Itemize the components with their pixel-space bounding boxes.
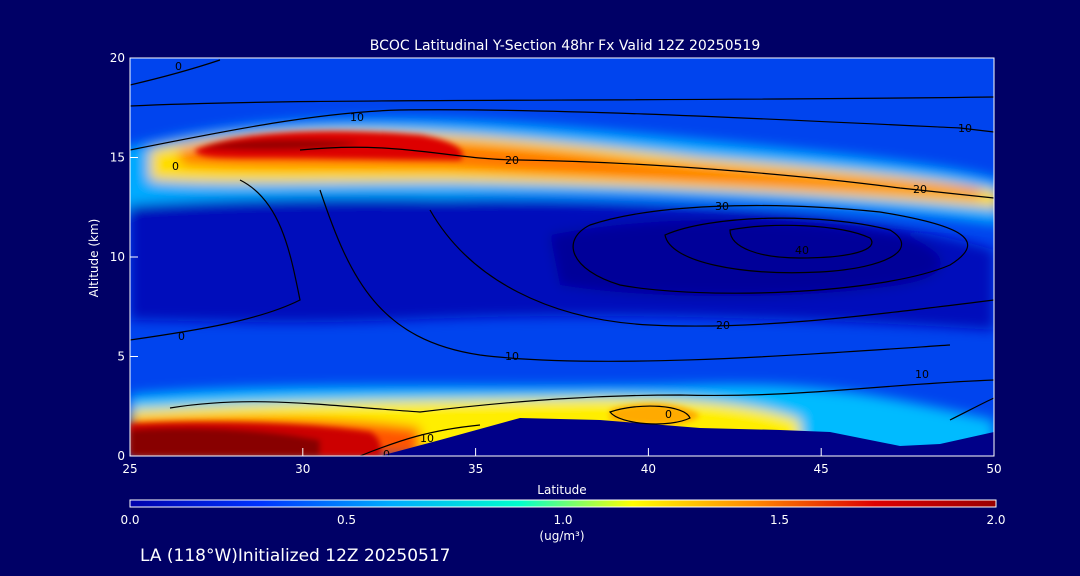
contour-label-10-right: 10 (958, 122, 972, 135)
colorbar-tick-label: 0.0 (120, 513, 139, 527)
contour-label-10-mid: 10 (505, 350, 519, 363)
colorbar-tick-label: 1.0 (553, 513, 572, 527)
colorbar-tick-label: 1.5 (770, 513, 789, 527)
colorbar-label: (ug/m³) (539, 529, 584, 543)
x-axis-label: Latitude (537, 483, 586, 497)
y-axis: 0 5 10 15 20 (110, 51, 138, 463)
x-tick-label: 25 (122, 462, 137, 476)
heatmap-field: 0 10 10 20 20 30 40 20 10 10 0 0 10 0 0 (130, 58, 994, 461)
contour-20-upper (299, 146, 994, 199)
contour-40-inner (729, 224, 873, 259)
upper-hotspot-darkred (200, 139, 360, 150)
colorbar (129, 499, 997, 508)
contour-10-mid (319, 189, 951, 362)
contour-top-0 (130, 59, 221, 86)
contour-0-left (130, 179, 301, 341)
contour-20-mid (429, 209, 994, 327)
contour-label-10-lowright: 10 (915, 368, 929, 381)
colorbar-tick-label: 0.5 (337, 513, 356, 527)
terrain (380, 418, 994, 456)
y-tick-label: 20 (110, 51, 125, 65)
contour-label-30: 30 (715, 200, 729, 213)
x-tick-label: 45 (814, 462, 829, 476)
contour-10-upper (130, 109, 994, 151)
contour-30 (572, 204, 969, 294)
x-tick-label: 30 (295, 462, 310, 476)
footer-text: LA (118°W)Initialized 12Z 20250517 (140, 546, 450, 566)
contour-label-20-right: 20 (913, 183, 927, 196)
x-tick-label: 50 (986, 462, 1001, 476)
contour-10-lower (169, 379, 994, 413)
contour-label-10-top: 10 (350, 111, 364, 124)
contour-top-a (130, 96, 994, 107)
contour-0-lower (359, 424, 481, 456)
x-axis: 25 30 35 40 45 50 (122, 448, 1002, 476)
colorbar-tick-label: 2.0 (986, 513, 1005, 527)
contour-label-0-top: 0 (175, 60, 182, 73)
contour-label-0-upper-left: 0 (172, 160, 179, 173)
contour-label-0-mid: 0 (665, 408, 672, 421)
mid-dark-blob (550, 220, 942, 297)
contour-label-40: 40 (795, 244, 809, 257)
contour-label-20-mid: 20 (716, 319, 730, 332)
contour-0-mid (609, 405, 691, 425)
contour-40-outer (664, 217, 903, 274)
contour-right-low (949, 397, 994, 421)
x-tick-label: 40 (641, 462, 656, 476)
contour-label-0-low: 0 (383, 448, 390, 461)
chart-title: BCOC Latitudinal Y-Section 48hr Fx Valid… (370, 38, 760, 54)
x-tick-label: 35 (468, 462, 483, 476)
contour-label-10-low: 10 (420, 432, 434, 445)
colorbar-ticks: 0.0 0.5 1.0 1.5 2.0 (120, 513, 1005, 527)
contour-label-0-left: 0 (178, 330, 185, 343)
y-tick-label: 15 (110, 151, 125, 165)
y-tick-label: 10 (110, 250, 125, 264)
y-axis-label: Altitude (km) (87, 219, 101, 298)
contour-label-20-upper: 20 (505, 154, 519, 167)
y-tick-label: 5 (117, 350, 125, 364)
lower-hotspot-darkred (130, 428, 320, 456)
y-tick-label: 0 (117, 449, 125, 463)
